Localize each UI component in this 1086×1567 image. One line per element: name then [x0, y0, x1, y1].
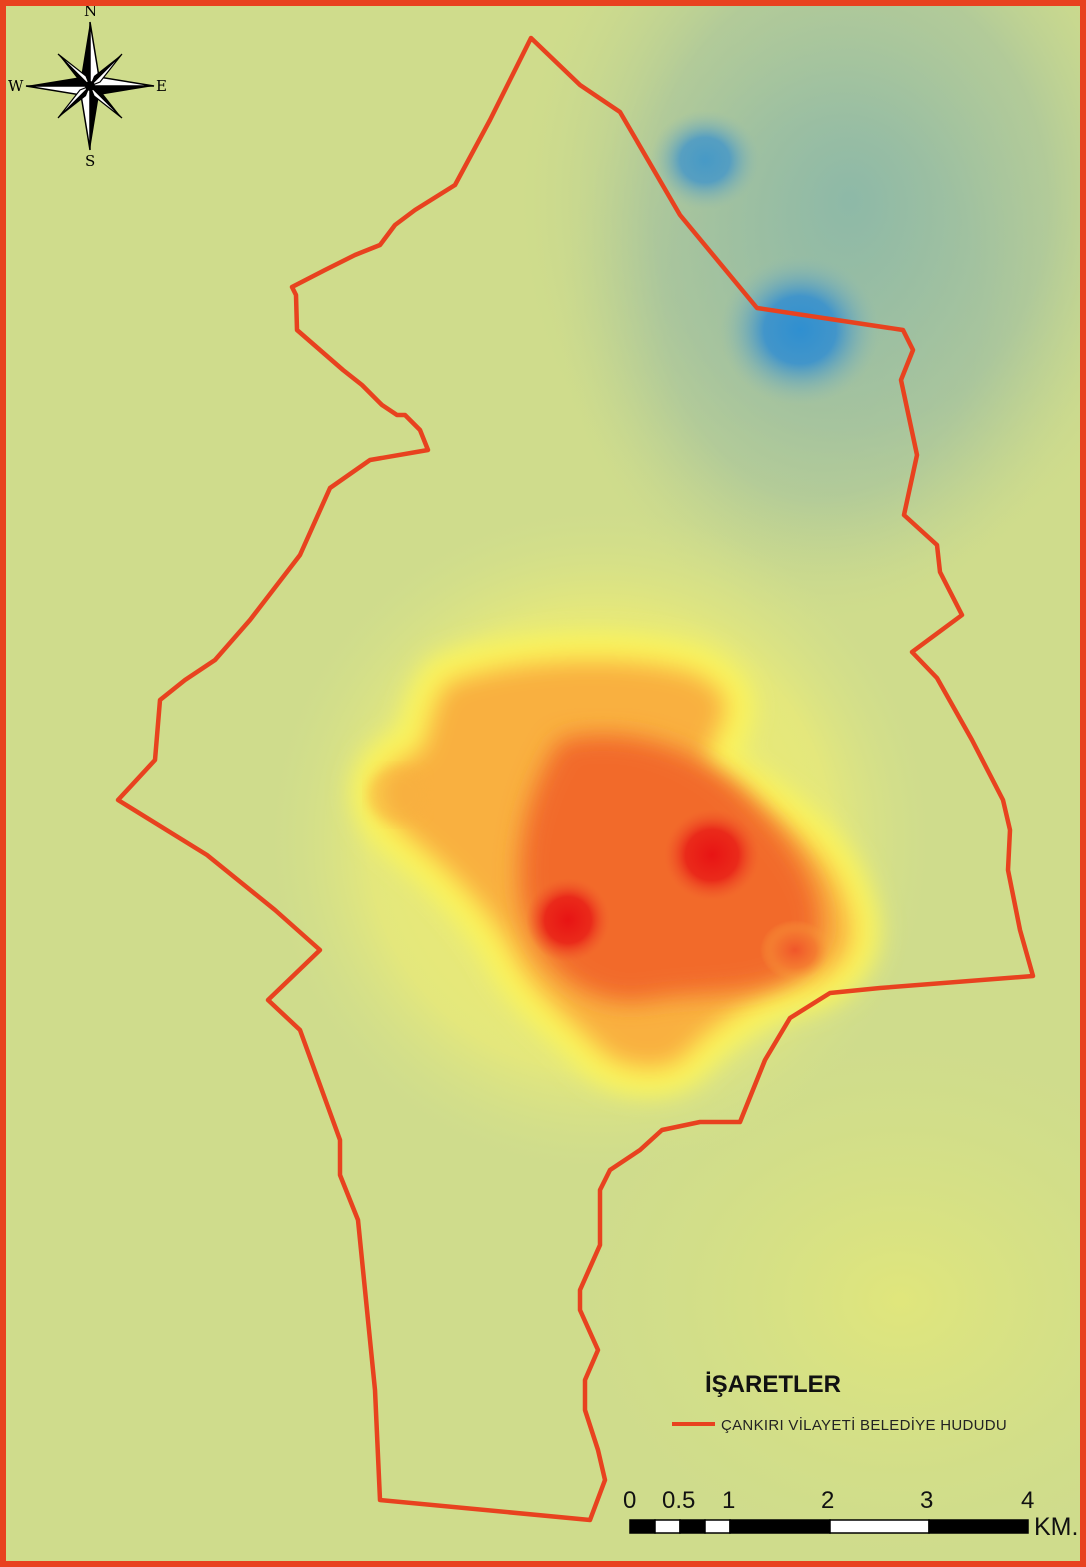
hotspot-west	[526, 878, 610, 962]
coldspot-small	[650, 110, 760, 210]
scale-tick-2: 2	[821, 1487, 834, 1514]
scale-segment-2	[654, 1519, 681, 1534]
scale-segment-7	[928, 1519, 1029, 1534]
scale-tick-3: 3	[920, 1487, 933, 1514]
scale-tick-0: 0	[623, 1487, 636, 1514]
scale-segment-6	[829, 1519, 930, 1534]
scale-unit-label: KM.	[1034, 1513, 1078, 1541]
legend-title: İŞARETLER	[705, 1371, 841, 1398]
scale-tick-4: 4	[1021, 1487, 1034, 1514]
scale-segment-3	[679, 1519, 706, 1534]
hotspot-east	[664, 809, 760, 901]
scale-tick-1: 1	[722, 1487, 735, 1514]
scale-segment-4	[704, 1519, 731, 1534]
municipal-boundary	[115, 35, 1036, 1523]
coldspot-large	[720, 255, 880, 405]
compass-east-label: E	[156, 77, 167, 95]
surface-south-yellow	[580, 1040, 1086, 1560]
legend-boundary-label: ÇANKIRI VİLAYETİ BELEDİYE HUDUDU	[721, 1416, 1007, 1434]
hotspot-cluster	[270, 510, 930, 1170]
scale-segment-1	[629, 1519, 656, 1534]
compass-south-label: S	[85, 152, 95, 170]
scale-bar: 0 0.5 1 2 3 4 KM.	[623, 1487, 1078, 1541]
scale-tick-0-5: 0.5	[662, 1487, 695, 1514]
compass-north-label: N	[84, 2, 97, 20]
compass-west-label: W	[8, 77, 24, 95]
hotspot-southeast	[760, 920, 830, 980]
north-arrow-compass-rose-icon: N S E W	[8, 2, 167, 170]
hotspot-west-minor	[368, 767, 428, 823]
scale-segment-5	[729, 1519, 831, 1534]
map-legend: İŞARETLER ÇANKIRI VİLAYETİ BELEDİYE HUDU…	[672, 1371, 1007, 1434]
